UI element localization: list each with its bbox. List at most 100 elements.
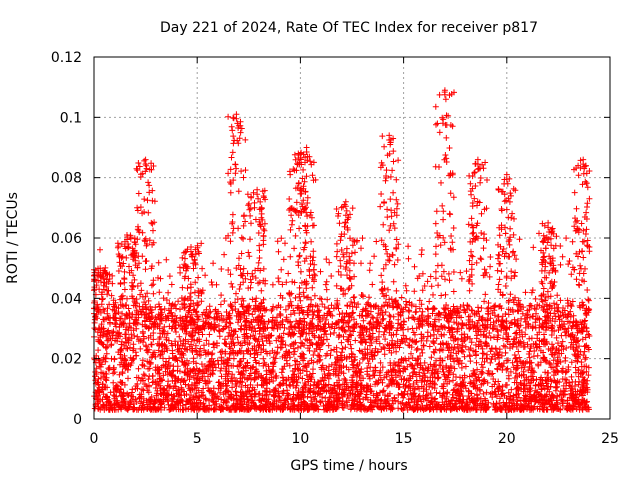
data-point [139, 229, 146, 236]
data-point [511, 352, 518, 358]
data-point [321, 328, 328, 335]
data-point [386, 312, 393, 319]
data-point [260, 355, 267, 362]
data-point [210, 341, 217, 348]
data-point [442, 276, 448, 283]
data-point [385, 286, 391, 293]
data-point [390, 148, 397, 155]
data-point [513, 329, 520, 336]
data-point [555, 340, 561, 347]
data-point [461, 353, 468, 360]
data-point [389, 167, 396, 174]
data-point [311, 388, 318, 395]
data-point [310, 366, 316, 373]
data-point [161, 305, 168, 312]
data-point [468, 307, 475, 314]
data-points [91, 87, 593, 413]
data-point [254, 191, 261, 198]
data-point [103, 350, 110, 357]
data-point [460, 348, 467, 355]
data-point [423, 337, 430, 344]
data-point [229, 149, 236, 156]
data-point [255, 230, 262, 236]
data-point [446, 145, 453, 151]
data-point [118, 392, 125, 399]
data-point [413, 347, 420, 353]
data-point [231, 137, 238, 144]
data-point [99, 295, 106, 302]
data-point [327, 331, 334, 338]
data-point [280, 366, 287, 373]
data-point [242, 382, 249, 389]
data-point [341, 375, 348, 382]
chart-title: Day 221 of 2024, Rate Of TEC Index for r… [160, 20, 538, 36]
data-point [119, 253, 126, 260]
data-point [462, 363, 469, 370]
data-point [438, 179, 444, 186]
data-point [266, 388, 273, 395]
data-point [550, 344, 557, 351]
data-point [299, 375, 306, 382]
data-point [242, 136, 249, 143]
data-point [435, 282, 442, 289]
data-point [256, 242, 263, 249]
data-point [438, 292, 445, 299]
data-point [436, 347, 443, 354]
data-point [433, 357, 440, 364]
data-point [541, 331, 547, 338]
data-point [400, 332, 407, 339]
data-point [298, 339, 304, 346]
data-point [428, 354, 435, 361]
data-point [443, 134, 450, 141]
data-point [522, 331, 529, 338]
data-point [260, 226, 267, 233]
data-point [292, 232, 299, 239]
data-point [286, 196, 293, 202]
data-point [431, 349, 438, 356]
data-point [146, 182, 153, 189]
data-point [209, 371, 216, 378]
data-point [217, 367, 224, 374]
data-point [345, 286, 352, 293]
data-point [449, 239, 456, 246]
data-point [229, 127, 236, 134]
data-point [337, 237, 344, 244]
data-point [291, 348, 298, 355]
data-point [450, 377, 456, 384]
data-point [350, 397, 357, 404]
data-point [308, 394, 315, 401]
data-point [259, 313, 265, 320]
data-point [387, 173, 394, 180]
data-point [246, 253, 253, 260]
data-point [135, 365, 142, 372]
data-point [139, 357, 146, 364]
data-point [419, 349, 426, 356]
data-point [535, 362, 542, 369]
data-point [223, 309, 230, 315]
data-point [377, 203, 384, 210]
data-point [134, 207, 141, 214]
data-point [439, 202, 446, 209]
data-point [235, 225, 242, 232]
data-point [348, 345, 355, 352]
data-point [433, 208, 440, 215]
data-point [379, 133, 386, 140]
data-point [182, 255, 188, 262]
data-point [282, 342, 289, 348]
data-point [290, 351, 297, 358]
data-point [139, 328, 146, 335]
data-point [416, 305, 423, 312]
data-point [325, 381, 332, 388]
data-point [164, 330, 171, 337]
data-point [450, 371, 457, 378]
data-point [274, 344, 281, 351]
data-point [505, 357, 512, 364]
data-point [317, 399, 324, 406]
data-point [277, 381, 284, 388]
data-point [176, 333, 183, 340]
data-point [394, 257, 401, 263]
data-point [241, 212, 248, 219]
data-point [227, 406, 234, 413]
data-point [515, 348, 522, 355]
data-point [314, 322, 321, 329]
